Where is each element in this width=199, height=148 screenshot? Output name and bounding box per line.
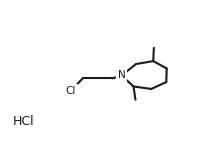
Text: Cl: Cl (66, 86, 76, 96)
Text: N: N (118, 70, 126, 81)
Text: HCl: HCl (13, 115, 34, 128)
